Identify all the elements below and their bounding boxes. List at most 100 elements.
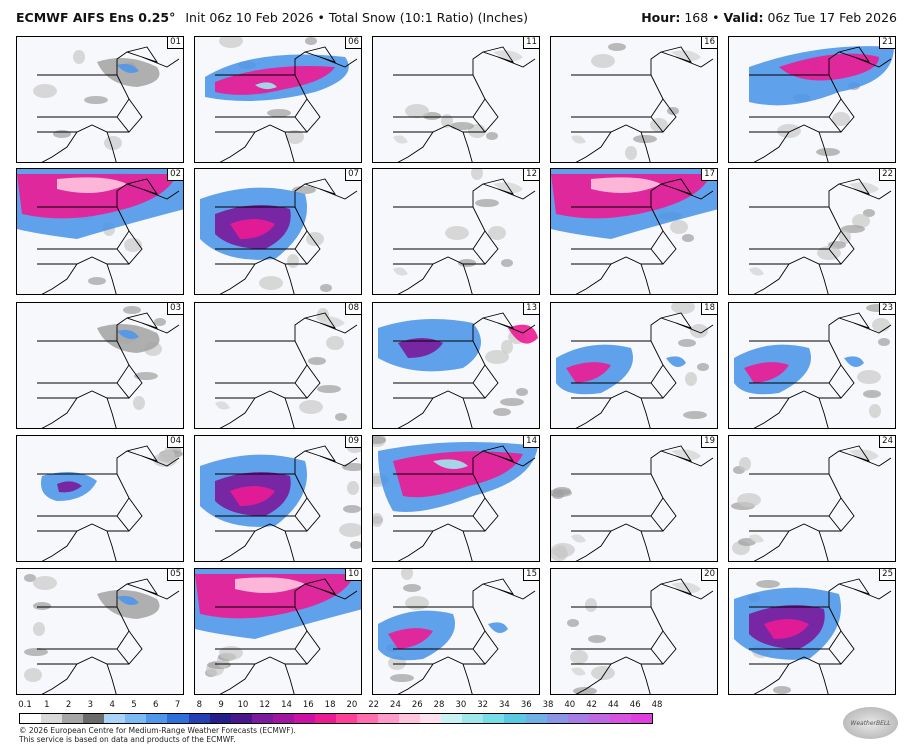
snow-trace-patch xyxy=(134,372,158,380)
state-border xyxy=(575,530,612,561)
snowfall-map xyxy=(734,304,892,428)
member-number-label: 07 xyxy=(345,169,361,181)
state-border xyxy=(215,183,321,208)
snow-trace-patch xyxy=(570,650,588,664)
state-border xyxy=(753,263,790,294)
snow-trace-patch xyxy=(737,493,761,507)
state-border xyxy=(482,178,515,195)
scale-tick-label: 1 xyxy=(44,700,50,710)
state-border xyxy=(482,312,515,329)
snow-trace-patch xyxy=(567,619,579,627)
state-border xyxy=(215,450,321,475)
snow-trace-patch xyxy=(405,104,429,118)
state-border xyxy=(294,630,321,665)
state-border xyxy=(116,364,143,399)
scale-color-swatch xyxy=(567,714,589,723)
state-border xyxy=(37,256,129,265)
state-border xyxy=(393,450,499,475)
member-number-label: 20 xyxy=(701,569,717,581)
snowfall-contour xyxy=(749,267,764,276)
scale-tick-label: 42 xyxy=(586,700,598,710)
state-border xyxy=(571,606,664,650)
scale-color-swatch xyxy=(272,714,294,723)
state-border xyxy=(575,397,612,428)
ensemble-member-panel: 13 xyxy=(372,302,540,429)
snow-trace-patch xyxy=(292,186,316,194)
snowfall-contour xyxy=(230,219,275,239)
scale-tick-label: 3 xyxy=(87,700,94,710)
ensemble-member-panel: 22 xyxy=(728,168,896,295)
state-border xyxy=(571,51,677,76)
state-border xyxy=(749,206,842,250)
state-border xyxy=(393,51,499,76)
snow-trace-patch xyxy=(154,318,166,326)
snow-trace-patch xyxy=(773,686,791,694)
snow-trace-patch xyxy=(287,254,299,268)
state-border xyxy=(304,445,337,462)
snowfall-map xyxy=(200,439,361,561)
ensemble-member-panel: 20 xyxy=(550,568,718,695)
snowfall-contour xyxy=(398,338,443,358)
state-border xyxy=(640,663,651,694)
state-border xyxy=(749,51,855,76)
state-border xyxy=(393,206,486,250)
snow-trace-patch xyxy=(670,220,688,234)
state-border xyxy=(393,340,486,384)
valid-label: Valid: xyxy=(723,10,764,25)
snowfall-map xyxy=(195,569,361,694)
state-border xyxy=(571,450,677,475)
snowfall-contour xyxy=(591,177,661,193)
state-border xyxy=(393,390,485,399)
scale-color-swatch xyxy=(314,714,336,723)
member-number-label: 18 xyxy=(701,303,717,315)
snow-trace-patch xyxy=(486,132,498,140)
snowfall-map xyxy=(567,578,714,694)
snowfall-contour xyxy=(493,50,523,61)
valid-value: 06z Tue 17 Feb 2026 xyxy=(767,10,897,25)
state-border xyxy=(749,74,842,118)
snowfall-map xyxy=(378,569,536,694)
snowfall-contour xyxy=(671,449,701,460)
state-border xyxy=(828,630,855,665)
snow-trace-patch xyxy=(335,413,347,421)
ensemble-member-panel: 10 xyxy=(194,568,362,695)
state-border xyxy=(37,523,129,532)
snow-trace-patch xyxy=(777,124,801,138)
ensemble-member-panel: 04 xyxy=(16,435,184,562)
state-border xyxy=(393,124,485,133)
state-border xyxy=(472,230,499,265)
snow-trace-patch xyxy=(591,54,615,68)
snow-trace-patch xyxy=(485,350,509,364)
scale-tick-label: 6 xyxy=(153,700,159,710)
scale-tick-label: 34 xyxy=(499,700,510,710)
snow-trace-patch xyxy=(738,538,756,546)
scale-color-swatch xyxy=(630,714,652,723)
snow-trace-patch xyxy=(697,363,709,371)
snow-trace-patch xyxy=(445,226,469,240)
scale-tick-label: 10 xyxy=(237,700,249,710)
state-border xyxy=(284,263,295,294)
ensemble-member-panel: 24 xyxy=(728,435,896,562)
snow-trace-patch xyxy=(405,596,429,610)
member-number-label: 02 xyxy=(167,169,183,181)
scale-color-swatch xyxy=(609,714,631,723)
state-border xyxy=(41,530,78,561)
snow-trace-patch xyxy=(852,214,870,228)
state-border xyxy=(462,131,473,162)
state-border xyxy=(284,397,295,428)
snow-trace-patch xyxy=(591,666,615,680)
snow-trace-patch xyxy=(667,107,679,115)
snowfall-contour xyxy=(433,459,468,470)
scale-tick-label: 38 xyxy=(542,700,554,710)
ensemble-member-panel: 09 xyxy=(194,435,362,562)
state-border xyxy=(215,473,308,517)
member-number-label: 08 xyxy=(345,303,361,315)
state-border xyxy=(640,530,651,561)
snowfall-contour xyxy=(844,356,864,367)
snowfall-contour xyxy=(57,481,82,493)
state-border xyxy=(640,397,651,428)
member-number-label: 12 xyxy=(523,169,539,181)
state-border xyxy=(304,178,337,195)
snow-trace-patch xyxy=(124,238,142,252)
snowfall-contour xyxy=(117,329,139,339)
